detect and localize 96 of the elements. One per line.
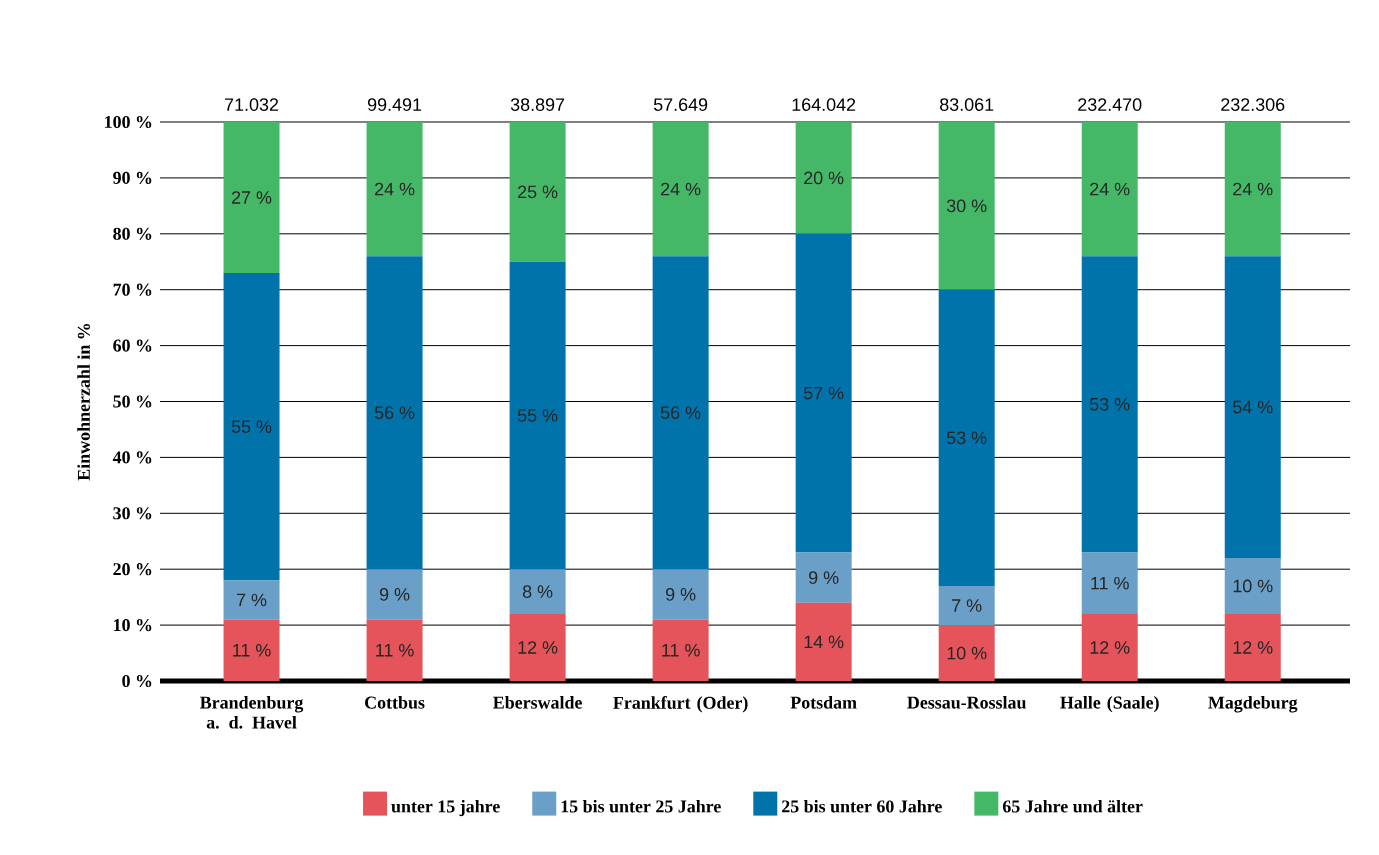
bar <box>1081 121 1138 257</box>
y-tick-label: 0 % <box>122 674 152 688</box>
bar <box>652 121 709 257</box>
bar <box>652 569 709 620</box>
bar <box>1224 256 1281 559</box>
data-label: 12 % <box>1233 641 1273 654</box>
annotation: 164.042 <box>792 98 856 111</box>
x-tick-label: Cottbus <box>365 696 425 709</box>
data-label: 53 % <box>946 431 987 445</box>
x-tick-label: Eberswalde <box>493 696 582 709</box>
data-label: 20 % <box>804 171 844 185</box>
bar <box>223 580 280 620</box>
data-label: 11 % <box>662 643 700 657</box>
data-label: 11 % <box>233 643 271 657</box>
data-label: 53 % <box>1090 397 1130 411</box>
x-tick-label: Dessau-Rosslau <box>907 696 1026 709</box>
legend-label: unter 15 jahre <box>391 799 500 817</box>
x-tick-label: Halle (Saale) <box>1060 696 1159 713</box>
data-label: 10 % <box>947 646 987 660</box>
data-label: 7 % <box>237 593 267 607</box>
data-label: 24 % <box>1233 182 1273 196</box>
bar <box>938 289 995 586</box>
legend-label: 25 bis unter 60 Jahre <box>782 799 942 813</box>
annotation: 99.491 <box>367 98 422 111</box>
x-tick-label: Magdeburg <box>1208 696 1298 713</box>
data-label: 30 % <box>946 199 987 213</box>
data-label: 55 % <box>231 420 272 433</box>
y-tick-label: 50 % <box>113 395 152 408</box>
bar <box>795 602 852 681</box>
bar <box>1081 552 1138 614</box>
bar <box>509 569 566 614</box>
bar <box>795 552 852 603</box>
annotation: 232.306 <box>1221 98 1285 111</box>
bar <box>652 256 709 570</box>
data-label: 10 % <box>1233 579 1273 593</box>
data-label: 11 % <box>1091 576 1129 590</box>
bar <box>1081 256 1138 553</box>
y-tick-label: 10 % <box>114 619 152 632</box>
data-label: 54 % <box>1233 400 1273 414</box>
bar <box>509 261 566 570</box>
bar <box>938 585 995 626</box>
y-tick-label: 90 % <box>113 171 152 184</box>
legend-label: 15 bis unter 25 Jahre <box>561 799 721 813</box>
data-label: 25 % <box>518 185 558 199</box>
annotation: 83.061 <box>940 98 994 111</box>
data-label: 55 % <box>517 409 558 422</box>
annotation: 38.897 <box>510 98 565 111</box>
y-axis-title: Einwohnerzahl in % <box>77 323 90 481</box>
bar <box>223 121 280 273</box>
bar <box>652 619 709 681</box>
bar <box>509 121 566 262</box>
data-label: 12 % <box>518 641 558 654</box>
bar <box>795 233 852 553</box>
y-tick-label: 30 % <box>113 507 152 520</box>
bar <box>1224 121 1281 257</box>
bar <box>366 569 423 620</box>
bar <box>223 272 280 581</box>
y-tick-label: 70 % <box>113 283 152 296</box>
data-label: 24 % <box>375 182 415 196</box>
x-tick-label: Potsdam <box>790 696 857 709</box>
data-label: 56 % <box>660 406 701 420</box>
data-label: 24 % <box>1090 182 1130 196</box>
data-label: 56 % <box>374 406 415 420</box>
bar <box>1224 613 1281 681</box>
bar <box>1224 558 1281 614</box>
bar <box>795 121 852 234</box>
data-label: 9 % <box>379 587 410 601</box>
data-label: 24 % <box>661 182 701 196</box>
legend-label: 65 Jahre und älter <box>1002 799 1143 813</box>
bar <box>1081 613 1138 681</box>
y-tick-label: 40 % <box>112 451 152 464</box>
y-tick-label: 60 % <box>113 339 152 352</box>
bar <box>938 625 995 681</box>
bar <box>366 256 423 570</box>
data-label: 9 % <box>666 587 696 601</box>
y-tick-label: 80 % <box>113 227 152 240</box>
data-label: 27 % <box>232 191 272 204</box>
bar <box>366 619 423 681</box>
data-label: 8 % <box>522 585 553 598</box>
x-tick-label: Brandenburg a. d. Havel <box>200 696 304 729</box>
data-label: 12 % <box>1090 641 1130 654</box>
annotation: 232.470 <box>1078 98 1142 111</box>
y-tick-label: 20 % <box>113 563 152 576</box>
bar <box>366 121 423 257</box>
bar <box>938 121 995 290</box>
data-label: 14 % <box>804 635 844 649</box>
bar <box>223 619 280 681</box>
data-label: 9 % <box>809 571 839 584</box>
data-label: 57 % <box>803 386 844 400</box>
bar <box>509 613 566 681</box>
data-label: 7 % <box>952 599 982 612</box>
x-tick-label: Frankfurt (Oder) <box>613 696 748 713</box>
annotation: 71.032 <box>225 98 279 111</box>
y-tick-label: 100 % <box>105 115 152 129</box>
data-label: 11 % <box>376 643 414 657</box>
annotation: 57.649 <box>653 98 708 111</box>
